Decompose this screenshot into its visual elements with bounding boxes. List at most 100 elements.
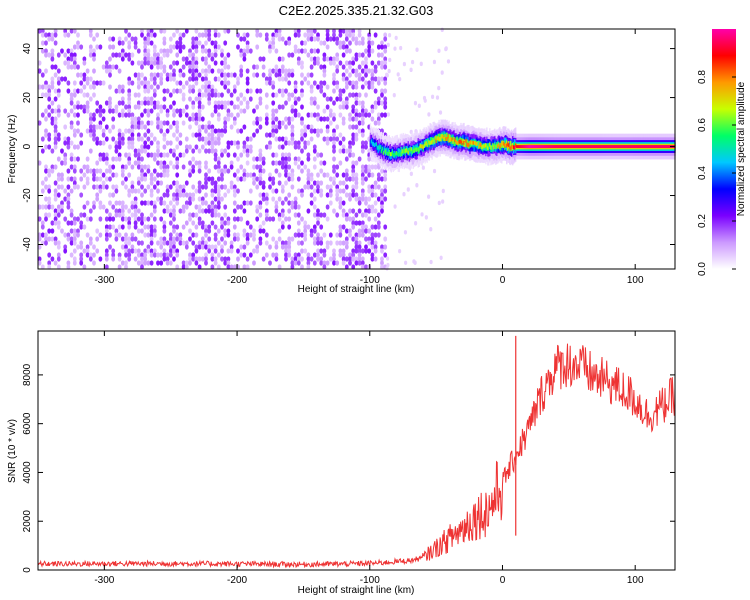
spectrogram-cell	[284, 100, 288, 106]
spectrogram-cell	[191, 256, 196, 262]
spectrogram-cell	[124, 104, 128, 110]
spectrogram-cell	[44, 128, 48, 134]
spectrogram-cell	[245, 44, 250, 50]
signal-cell	[628, 145, 630, 149]
spectrogram-cell	[175, 184, 180, 190]
spectrogram-cell	[280, 152, 285, 158]
spectrogram-cell	[357, 260, 362, 266]
spectrogram-cell	[271, 180, 276, 186]
spectrogram-cell	[200, 200, 205, 206]
spectrogram-cell	[72, 156, 77, 162]
spectrogram-cell	[364, 56, 368, 62]
spectrogram-cell	[197, 124, 202, 130]
spectrogram-cell	[277, 120, 282, 126]
spectrogram-cell	[280, 212, 285, 218]
colorbar-tick-label: 0.0	[697, 262, 708, 276]
spectrogram-cell	[274, 128, 279, 134]
spectrogram-cell	[200, 68, 205, 74]
spectrogram-cell	[188, 236, 192, 242]
spectrogram-cell	[284, 156, 288, 162]
spectrogram-cell	[120, 168, 125, 174]
spectrogram-cell	[50, 236, 55, 242]
spectrogram-cell	[191, 40, 196, 46]
spectrogram-cell	[37, 236, 42, 242]
spectrogram-cell	[280, 144, 285, 150]
spectrogram-cell	[344, 28, 349, 34]
spectrogram-cell	[69, 188, 74, 194]
spectrogram-cell	[296, 220, 301, 226]
spectrogram-cell	[200, 244, 205, 250]
spectrogram-cell	[117, 128, 122, 134]
spectrogram-cell	[172, 244, 176, 250]
spectrogram-cell	[383, 48, 388, 54]
spectrogram-cell	[204, 232, 208, 238]
spectrogram-cell	[101, 180, 106, 186]
signal-cell	[602, 145, 604, 149]
spectrogram-cell	[130, 204, 135, 210]
spectrogram-cell	[316, 212, 320, 218]
spectrogram-cell	[69, 52, 74, 58]
spectrogram-cell	[197, 256, 202, 262]
spectrogram-cell	[277, 228, 282, 234]
spectrogram-cell	[85, 128, 90, 134]
spectrogram-cell	[140, 60, 144, 66]
spectrogram-cell	[437, 48, 441, 54]
spectrogram-cell	[312, 156, 317, 162]
spectrogram-cell	[364, 236, 368, 242]
spectrogram-cell	[188, 144, 192, 150]
spectrogram-cell	[332, 36, 336, 42]
spectrogram-cell	[194, 76, 199, 82]
spectrogram-cell	[181, 108, 186, 114]
spectrogram-cell	[216, 188, 221, 194]
spectrogram-cell	[354, 36, 359, 42]
spectrogram-cell	[328, 176, 333, 182]
spectrogram-cell	[357, 248, 362, 254]
spectrogram-cell	[162, 192, 167, 198]
spectrogram-cell	[56, 208, 61, 214]
spectrogram-cell	[184, 112, 189, 118]
spectrogram-cell	[159, 104, 164, 110]
spectrogram-cell	[63, 160, 68, 166]
spectrogram-cell	[360, 104, 365, 110]
spectrogram-cell	[53, 72, 58, 78]
signal-cell	[421, 144, 423, 149]
spectrogram-cell	[82, 164, 87, 170]
spectrogram-cell	[120, 100, 125, 106]
spectrogram-frame	[37, 28, 676, 270]
spectrogram-cell	[88, 44, 93, 50]
signal-cell	[391, 150, 393, 155]
spectrogram-cell	[383, 60, 388, 66]
spectrogram-cell	[63, 248, 68, 254]
spectrogram-cell	[348, 148, 352, 154]
colorbar-ticks: 0.00.20.40.60.8	[697, 70, 736, 276]
spectrogram-cell	[284, 164, 288, 170]
signal-cell	[422, 145, 424, 150]
spectrogram-cell	[37, 244, 42, 250]
spectrogram-cell	[98, 200, 103, 206]
spectrogram-cell	[242, 124, 247, 130]
spectrogram-cell	[213, 60, 218, 66]
spectrogram-cell	[367, 84, 372, 90]
spectrogram-cell	[446, 59, 451, 64]
signal-cell	[386, 151, 388, 156]
spectrogram-cell	[245, 88, 250, 94]
spectrogram-cell	[63, 244, 68, 250]
spectrogram-cell	[63, 108, 68, 114]
signal-cell	[533, 145, 535, 149]
spectrogram-cell	[82, 84, 87, 90]
spectrogram-cell	[191, 100, 196, 106]
spectrogram-cell	[373, 88, 378, 94]
spectrogram-cell	[207, 244, 212, 250]
spectrogram-cell	[37, 260, 42, 266]
spectrogram-cell	[172, 32, 176, 38]
spectrogram-cell	[322, 68, 327, 74]
spectrogram-cell	[354, 176, 359, 182]
spectrogram-cell	[380, 44, 384, 50]
signal-cell	[380, 144, 383, 153]
spectrogram-cell	[88, 208, 93, 214]
spectrogram-cell	[280, 76, 285, 82]
spectrogram-cell	[69, 152, 74, 158]
signal-cell	[458, 139, 460, 144]
spectrogram-cell	[204, 28, 208, 34]
spectrogram-cell	[344, 148, 349, 154]
